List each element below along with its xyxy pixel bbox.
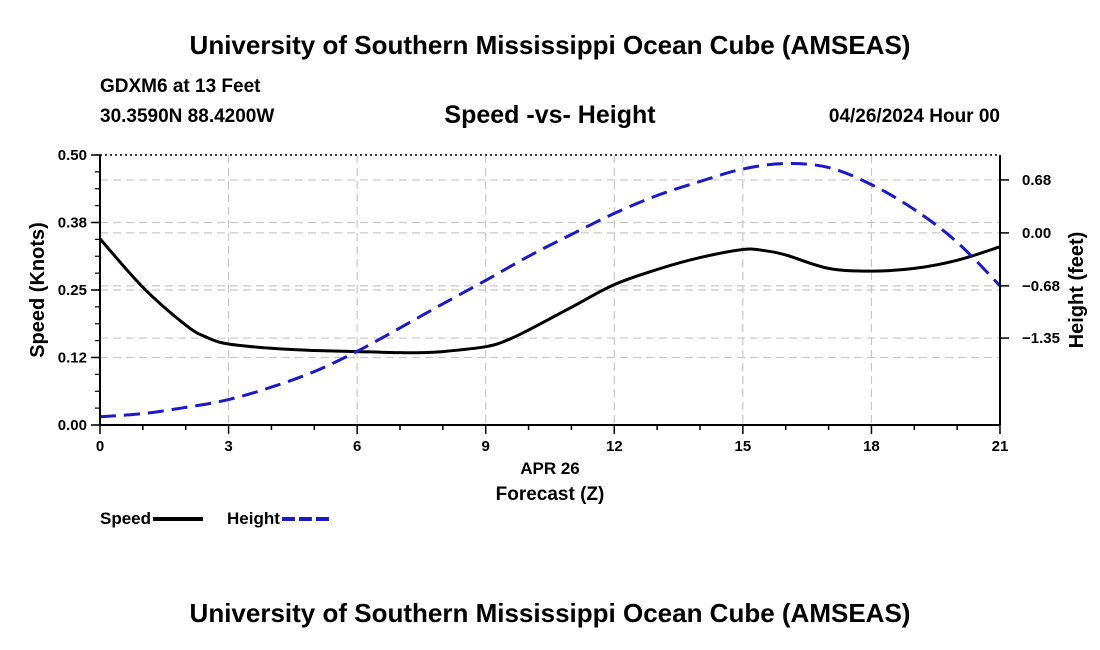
y-right-tick-label: −1.35 [1022,330,1060,347]
coordinates-label: 30.3590N 88.4200W [100,106,275,127]
series [98,162,1002,419]
axes: 0 3 6 9 12 15 18 21 0.00 0.12 0.25 0.38 0.50 0.68 0.00… [58,147,1060,455]
x-tick-label: 0 [96,438,104,455]
x-tick-label: 6 [353,438,361,455]
x-tick-label: 21 [992,438,1009,455]
y-right-tick-label: 0.00 [1022,225,1051,242]
legend-label: Speed [100,509,151,528]
y-left-tick-label: 0.25 [58,282,87,299]
x-tick-label: 15 [735,438,752,455]
y-left-tick-label: 0.50 [58,147,87,164]
date-label: APR 26 [520,459,580,478]
y-axis-right-title: Height (feet) [1066,232,1088,349]
y-right-tick-label: 0.68 [1022,172,1051,189]
chart-subtitle: Speed -vs- Height [444,101,656,129]
y-axis-left-title: Speed (Knots) [27,222,49,358]
y-left-tick-label: 0.38 [58,215,87,232]
footer-title: University of Southern Mississippi Ocean… [189,598,911,628]
x-tick-label: 12 [606,438,623,455]
x-tick-label: 9 [482,438,490,455]
axis-labels: APR 26 Forecast (Z) Speed (Knots) Height… [27,222,1088,505]
y-left-tick-label: 0.12 [58,350,87,367]
legend: Speed Height [100,509,332,528]
x-tick-label: 3 [224,438,232,455]
forecast-datetime: 04/26/2024 Hour 00 [828,106,1000,127]
y-left-tick-label: 0.00 [58,417,87,434]
grid [100,155,1000,425]
x-tick-label: 18 [863,438,880,455]
speed-series-line [98,237,1001,355]
station-label: GDXM6 at 13 Feet [100,76,261,97]
height-series-line [99,162,1002,419]
chart-title: University of Southern Mississippi Ocean… [189,30,911,60]
x-axis-title: Forecast (Z) [496,484,605,505]
legend-label: Height [227,509,280,528]
y-right-tick-label: −0.68 [1022,278,1060,295]
